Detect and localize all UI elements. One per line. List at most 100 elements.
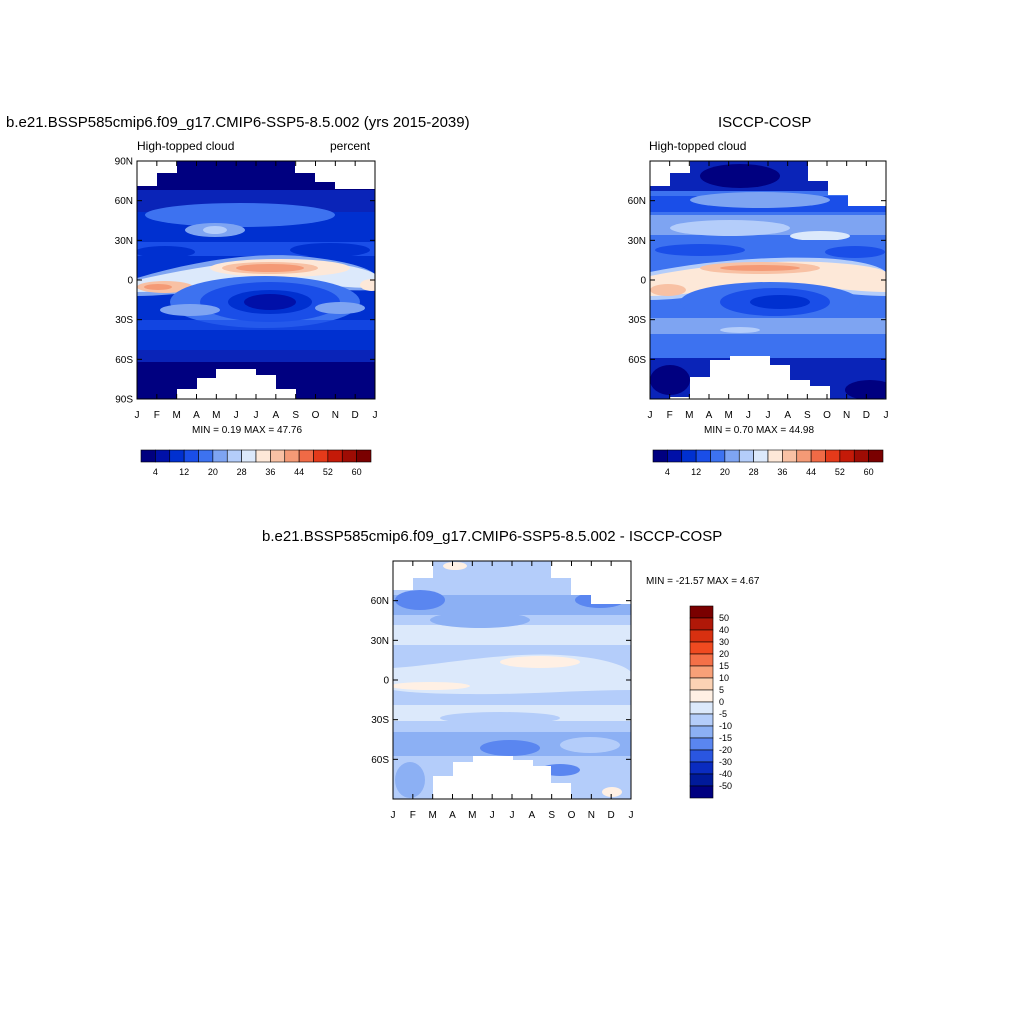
x-tick-label: S xyxy=(292,410,299,421)
colorbar-swatch xyxy=(341,449,357,463)
colorbar-label: 40 xyxy=(719,625,729,635)
y-tick-label: 30N xyxy=(371,636,389,647)
x-tick-label: O xyxy=(312,410,320,421)
x-tick-label: A xyxy=(528,810,535,821)
colorbar-label: 20 xyxy=(208,467,218,477)
colorbar-label: 5 xyxy=(719,685,724,695)
colorbar-swatch xyxy=(356,449,372,463)
colorbar-swatch xyxy=(689,677,714,691)
x-tick-label: J xyxy=(648,410,653,421)
colorbar-swatch xyxy=(140,449,156,463)
x-tick-label: M xyxy=(468,810,476,821)
colorbar-label: 12 xyxy=(179,467,189,477)
x-tick-label: M xyxy=(685,410,693,421)
colorbar-label: 28 xyxy=(749,467,759,477)
x-tick-label: D xyxy=(352,410,359,421)
colorbar-swatch xyxy=(782,449,798,463)
colorbar-swatch xyxy=(270,449,286,463)
x-tick-label: D xyxy=(863,410,870,421)
colorbar-swatch xyxy=(689,725,714,739)
y-tick-label: 30S xyxy=(115,315,133,326)
colorbar-swatch xyxy=(689,665,714,679)
y-tick-label: 60S xyxy=(628,355,646,366)
x-tick-label: O xyxy=(823,410,831,421)
x-tick-label: A xyxy=(706,410,713,421)
y-tick-label: 60N xyxy=(371,596,389,607)
colorbar-swatch xyxy=(738,449,754,463)
colorbar-swatch xyxy=(868,449,884,463)
colorbar-swatch xyxy=(689,737,714,751)
panel-a-left-label: High-topped cloud xyxy=(137,139,235,153)
x-tick-label: J xyxy=(254,410,259,421)
x-tick-label: F xyxy=(154,410,160,421)
colorbar-swatch xyxy=(853,449,869,463)
y-tick-label: 90S xyxy=(115,395,133,406)
colorbar-swatch xyxy=(241,449,257,463)
y-tick-label: 0 xyxy=(127,276,133,287)
colorbar-swatch xyxy=(327,449,343,463)
colorbar-swatch xyxy=(689,701,714,715)
colorbar-swatch xyxy=(689,749,714,763)
colorbar-label: 60 xyxy=(864,467,874,477)
colorbar-swatch xyxy=(226,449,242,463)
panel-b-left-label: High-topped cloud xyxy=(649,139,747,153)
x-tick-label: J xyxy=(135,410,140,421)
panel-a-stats: MIN = 0.19 MAX = 47.76 xyxy=(192,425,303,436)
x-tick-label: J xyxy=(884,410,889,421)
x-tick-label: D xyxy=(608,810,615,821)
y-tick-label: 30N xyxy=(115,236,133,247)
colorbar-label: 36 xyxy=(777,467,787,477)
colorbar-label: 52 xyxy=(323,467,333,477)
x-tick-label: F xyxy=(410,810,416,821)
x-tick-label: J xyxy=(746,410,751,421)
colorbar-swatch xyxy=(724,449,740,463)
x-tick-label: A xyxy=(272,410,279,421)
colorbar-label: 15 xyxy=(719,661,729,671)
y-tick-label: 30S xyxy=(371,715,389,726)
panel-c-title: b.e21.BSSP585cmip6.f09_g17.CMIP6-SSP5-8.… xyxy=(262,528,723,545)
x-tick-label: N xyxy=(843,410,850,421)
x-tick-label: N xyxy=(332,410,339,421)
colorbar-label: 30 xyxy=(719,637,729,647)
panel-b-stats: MIN = 0.70 MAX = 44.98 xyxy=(704,425,815,436)
colorbar-label: 0 xyxy=(719,697,724,707)
colorbar-swatch xyxy=(298,449,314,463)
x-tick-label: J xyxy=(490,810,495,821)
colorbar-label: 4 xyxy=(153,467,158,477)
panel-a-ticks: J F M A M J J A S O N D J 90N 60N 30N 0 30S 60S 90S xyxy=(115,157,378,422)
panel-c-stats: MIN = -21.57 MAX = 4.67 xyxy=(646,576,760,587)
x-tick-label: J xyxy=(766,410,771,421)
colorbar-swatch xyxy=(689,785,714,799)
y-tick-label: 0 xyxy=(383,676,389,687)
colorbar-swatch xyxy=(681,449,697,463)
panel-a-colorbar: 4 12 20 28 36 44 52 60 xyxy=(140,449,372,477)
colorbar-swatch xyxy=(810,449,826,463)
colorbar-swatch xyxy=(695,449,711,463)
x-tick-label: M xyxy=(172,410,180,421)
x-tick-label: M xyxy=(428,810,436,821)
colorbar-swatch xyxy=(689,713,714,727)
colorbar-label: -20 xyxy=(719,745,732,755)
y-tick-label: 60S xyxy=(371,755,389,766)
colorbar-label: -5 xyxy=(719,709,727,719)
colorbar-swatch xyxy=(689,641,714,655)
colorbar-swatch xyxy=(255,449,271,463)
panel-c-ticks: J F M A M J J A S O N D J 60N 30N 0 30S 60S xyxy=(371,561,634,821)
y-tick-label: 60N xyxy=(115,196,133,207)
x-tick-label: J xyxy=(391,810,396,821)
x-tick-label: A xyxy=(784,410,791,421)
x-tick-label: A xyxy=(449,810,456,821)
colorbar-label: -10 xyxy=(719,721,732,731)
colorbar-label: 28 xyxy=(237,467,247,477)
colorbar-swatch xyxy=(796,449,812,463)
colorbar-swatch xyxy=(652,449,668,463)
colorbar-swatch xyxy=(689,629,714,643)
colorbar-swatch xyxy=(198,449,214,463)
colorbar-label: -50 xyxy=(719,781,732,791)
colorbar-swatch xyxy=(155,449,171,463)
x-tick-label: S xyxy=(804,410,811,421)
colorbar-swatch xyxy=(839,449,855,463)
y-tick-label: 0 xyxy=(640,276,646,287)
colorbar-swatch xyxy=(689,689,714,703)
